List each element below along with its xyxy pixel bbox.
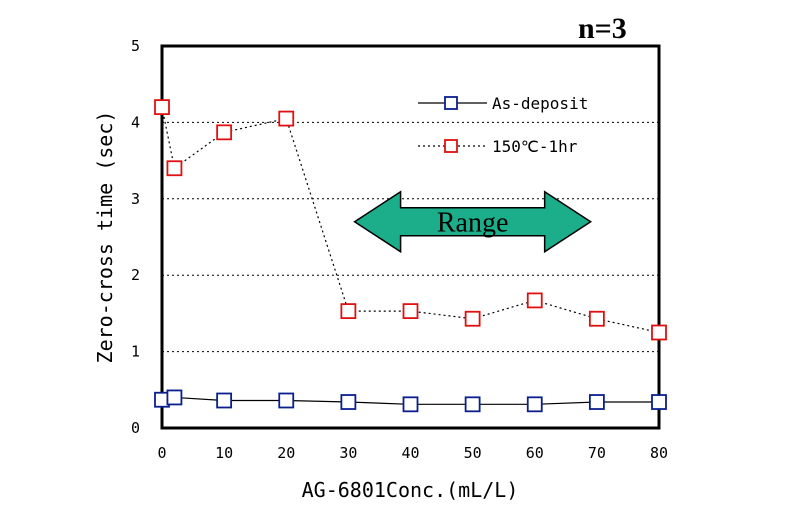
legend-label: 150℃-1hr bbox=[492, 137, 578, 156]
x-tick-label: 0 bbox=[157, 444, 166, 462]
data-point-marker bbox=[340, 394, 357, 410]
data-point-marker bbox=[651, 394, 667, 410]
y-tick-label: 1 bbox=[131, 343, 140, 361]
data-point-marker bbox=[166, 389, 183, 406]
data-point-marker bbox=[588, 394, 605, 410]
y-tick-label: 3 bbox=[131, 190, 140, 208]
x-tick-label: 20 bbox=[277, 444, 295, 462]
data-point-marker bbox=[588, 310, 605, 327]
x-tick-label: 50 bbox=[464, 444, 482, 462]
x-tick-label: 40 bbox=[401, 444, 419, 462]
data-point-marker bbox=[154, 99, 170, 116]
plot-frame bbox=[160, 44, 661, 430]
data-point-marker bbox=[526, 396, 543, 413]
data-point-marker bbox=[166, 160, 183, 177]
range-label: Range bbox=[437, 208, 509, 239]
sample-count-note: n=3 bbox=[578, 12, 627, 45]
legend: As-deposit 150℃-1hr bbox=[418, 94, 588, 156]
series-line-2 bbox=[161, 107, 660, 334]
x-axis-title: AG-6801Conc.(mL/L) bbox=[302, 478, 519, 502]
x-tick-label: 10 bbox=[215, 444, 233, 462]
y-axis-title: Zero-cross time (sec) bbox=[93, 111, 117, 364]
data-point-marker bbox=[216, 392, 233, 409]
data-point-marker bbox=[651, 324, 667, 341]
y-tick-label: 2 bbox=[131, 266, 140, 284]
x-tick-label: 30 bbox=[339, 444, 357, 462]
range-arrow-group: Range bbox=[353, 190, 593, 254]
data-point-marker bbox=[402, 396, 419, 413]
series-lines bbox=[161, 107, 660, 405]
y-tick-label: 4 bbox=[131, 113, 140, 131]
y-tick-label: 0 bbox=[131, 419, 140, 437]
legend-marker bbox=[444, 96, 458, 110]
data-point-marker bbox=[216, 124, 233, 141]
series-markers bbox=[154, 99, 667, 413]
data-point-marker bbox=[402, 303, 419, 320]
legend-label: As-deposit bbox=[492, 94, 588, 113]
range-arrow bbox=[353, 190, 593, 254]
data-point-marker bbox=[278, 392, 295, 409]
data-point-marker bbox=[340, 303, 357, 320]
x-tick-label: 70 bbox=[588, 444, 606, 462]
series-line-1 bbox=[161, 396, 659, 405]
x-tick-label: 80 bbox=[650, 444, 668, 462]
data-point-marker bbox=[278, 110, 295, 127]
data-point-marker bbox=[464, 396, 481, 413]
data-point-marker bbox=[464, 310, 481, 327]
legend-marker bbox=[444, 139, 458, 153]
y-tick-label: 5 bbox=[131, 37, 140, 55]
x-tick-label: 60 bbox=[526, 444, 544, 462]
data-point-marker bbox=[526, 292, 543, 309]
